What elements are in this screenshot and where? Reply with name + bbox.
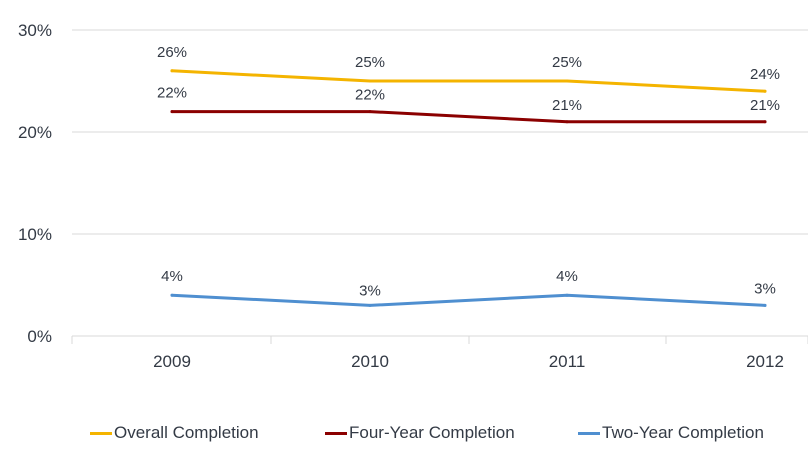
data-label: 4% xyxy=(161,268,183,285)
x-tick-label: 2011 xyxy=(549,352,586,371)
legend: Overall Completion Four-Year Completion … xyxy=(0,423,808,445)
y-tick-label: 20% xyxy=(18,123,52,142)
data-label: 21% xyxy=(750,97,780,114)
data-point xyxy=(170,110,174,114)
series-line-2 xyxy=(170,293,767,307)
x-tick-label: 2012 xyxy=(746,352,784,371)
data-label: 22% xyxy=(157,85,187,102)
data-label: 25% xyxy=(355,54,385,71)
legend-label-four-year: Four-Year Completion xyxy=(349,423,515,442)
legend-label-two-year: Two-Year Completion xyxy=(602,423,764,442)
legend-swatch-two-year xyxy=(578,431,600,435)
data-label: 4% xyxy=(556,268,578,285)
data-point xyxy=(368,79,372,83)
y-tick-label: 0% xyxy=(27,327,52,346)
series-line-1 xyxy=(170,110,767,124)
data-label: 22% xyxy=(355,87,385,104)
y-tick-label: 30% xyxy=(18,21,52,40)
legend-swatch-four-year xyxy=(325,431,347,435)
gridlines xyxy=(72,29,808,337)
data-point xyxy=(565,120,569,124)
x-tick-label: 2010 xyxy=(351,352,389,371)
data-labels: 26% 25% 25% 24% 22% 22% 21% 21% 4% 3% 4% 3% xyxy=(157,44,780,300)
data-point xyxy=(170,293,174,297)
series-line-0 xyxy=(170,69,767,93)
data-label: 25% xyxy=(552,54,582,71)
series-lines xyxy=(170,69,767,307)
data-point xyxy=(565,79,569,83)
data-label: 3% xyxy=(359,282,381,299)
legend-swatch-overall xyxy=(90,431,112,435)
legend-item-four-year: Four-Year Completion xyxy=(325,423,515,443)
legend-item-overall: Overall Completion xyxy=(90,423,259,443)
y-axis: 0% 10% 20% 30% xyxy=(18,21,52,346)
data-label: 21% xyxy=(552,97,582,114)
data-point xyxy=(763,303,767,307)
data-point xyxy=(368,110,372,114)
data-label: 24% xyxy=(750,66,780,83)
data-point xyxy=(565,293,569,297)
x-axis: 2009 2010 2011 2012 xyxy=(71,336,808,371)
data-point xyxy=(170,69,174,73)
data-point xyxy=(763,120,767,124)
x-tick-label: 2009 xyxy=(153,352,191,371)
data-point xyxy=(368,303,372,307)
legend-label-overall: Overall Completion xyxy=(114,423,259,442)
data-point xyxy=(763,89,767,93)
y-tick-label: 10% xyxy=(18,225,52,244)
data-label: 3% xyxy=(754,280,776,297)
data-label: 26% xyxy=(157,44,187,61)
legend-item-two-year: Two-Year Completion xyxy=(578,423,764,443)
